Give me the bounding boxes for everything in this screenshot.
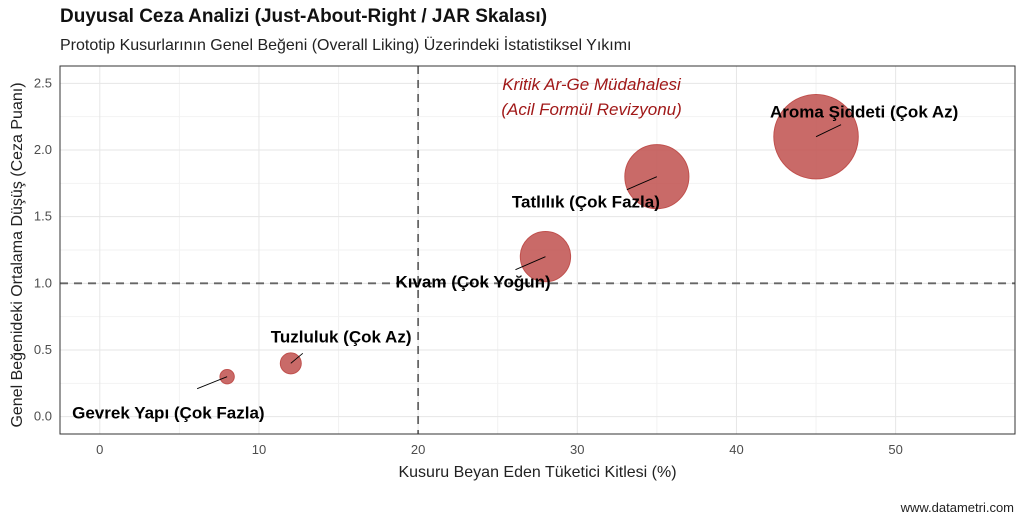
- point-label: Tatlılık (Çok Fazla): [512, 193, 660, 212]
- chart-title: Duyusal Ceza Analizi (Just-About-Right /…: [60, 6, 548, 27]
- x-axis-title: Kusuru Beyan Eden Tüketici Kitlesi (%): [398, 464, 676, 481]
- label-leader-line: [196, 376, 228, 390]
- point-label: Tuzluluk (Çok Az): [271, 327, 412, 346]
- point-label: Aroma Şiddeti (Çok Az): [770, 103, 958, 122]
- label-leader-line: [290, 352, 304, 364]
- label-leader-line: [515, 256, 546, 271]
- x-tick-label: 0: [96, 442, 103, 457]
- point-label: Kıvam (Çok Yoğun): [395, 273, 550, 292]
- x-tick-label: 20: [411, 442, 425, 457]
- y-tick-label: 1.0: [34, 275, 52, 290]
- annotation-line: Kritik Ar-Ge Müdahalesi: [502, 75, 682, 94]
- y-tick-label: 2.5: [34, 75, 52, 90]
- point-label: Gevrek Yapı (Çok Fazla): [72, 404, 264, 423]
- y-tick-label: 0.0: [34, 409, 52, 424]
- y-tick-label: 1.5: [34, 209, 52, 224]
- label-leader-line: [626, 176, 658, 191]
- label-leader-line: [815, 124, 842, 138]
- source-caption: www.datametri.com: [900, 500, 1014, 515]
- y-axis-title: Genel Beğenideki Ortalama Düşüş (Ceza Pu…: [9, 82, 26, 427]
- x-tick-label: 10: [252, 442, 266, 457]
- x-tick-label: 50: [888, 442, 902, 457]
- y-tick-label: 0.5: [34, 342, 52, 357]
- x-tick-label: 40: [729, 442, 743, 457]
- annotation-line: (Acil Formül Revizyonu): [501, 100, 681, 119]
- y-tick-label: 2.0: [34, 142, 52, 157]
- chart-subtitle: Prototip Kusurlarının Genel Beğeni (Over…: [60, 37, 632, 54]
- plot-panel-border: [59, 65, 1016, 435]
- x-tick-label: 30: [570, 442, 584, 457]
